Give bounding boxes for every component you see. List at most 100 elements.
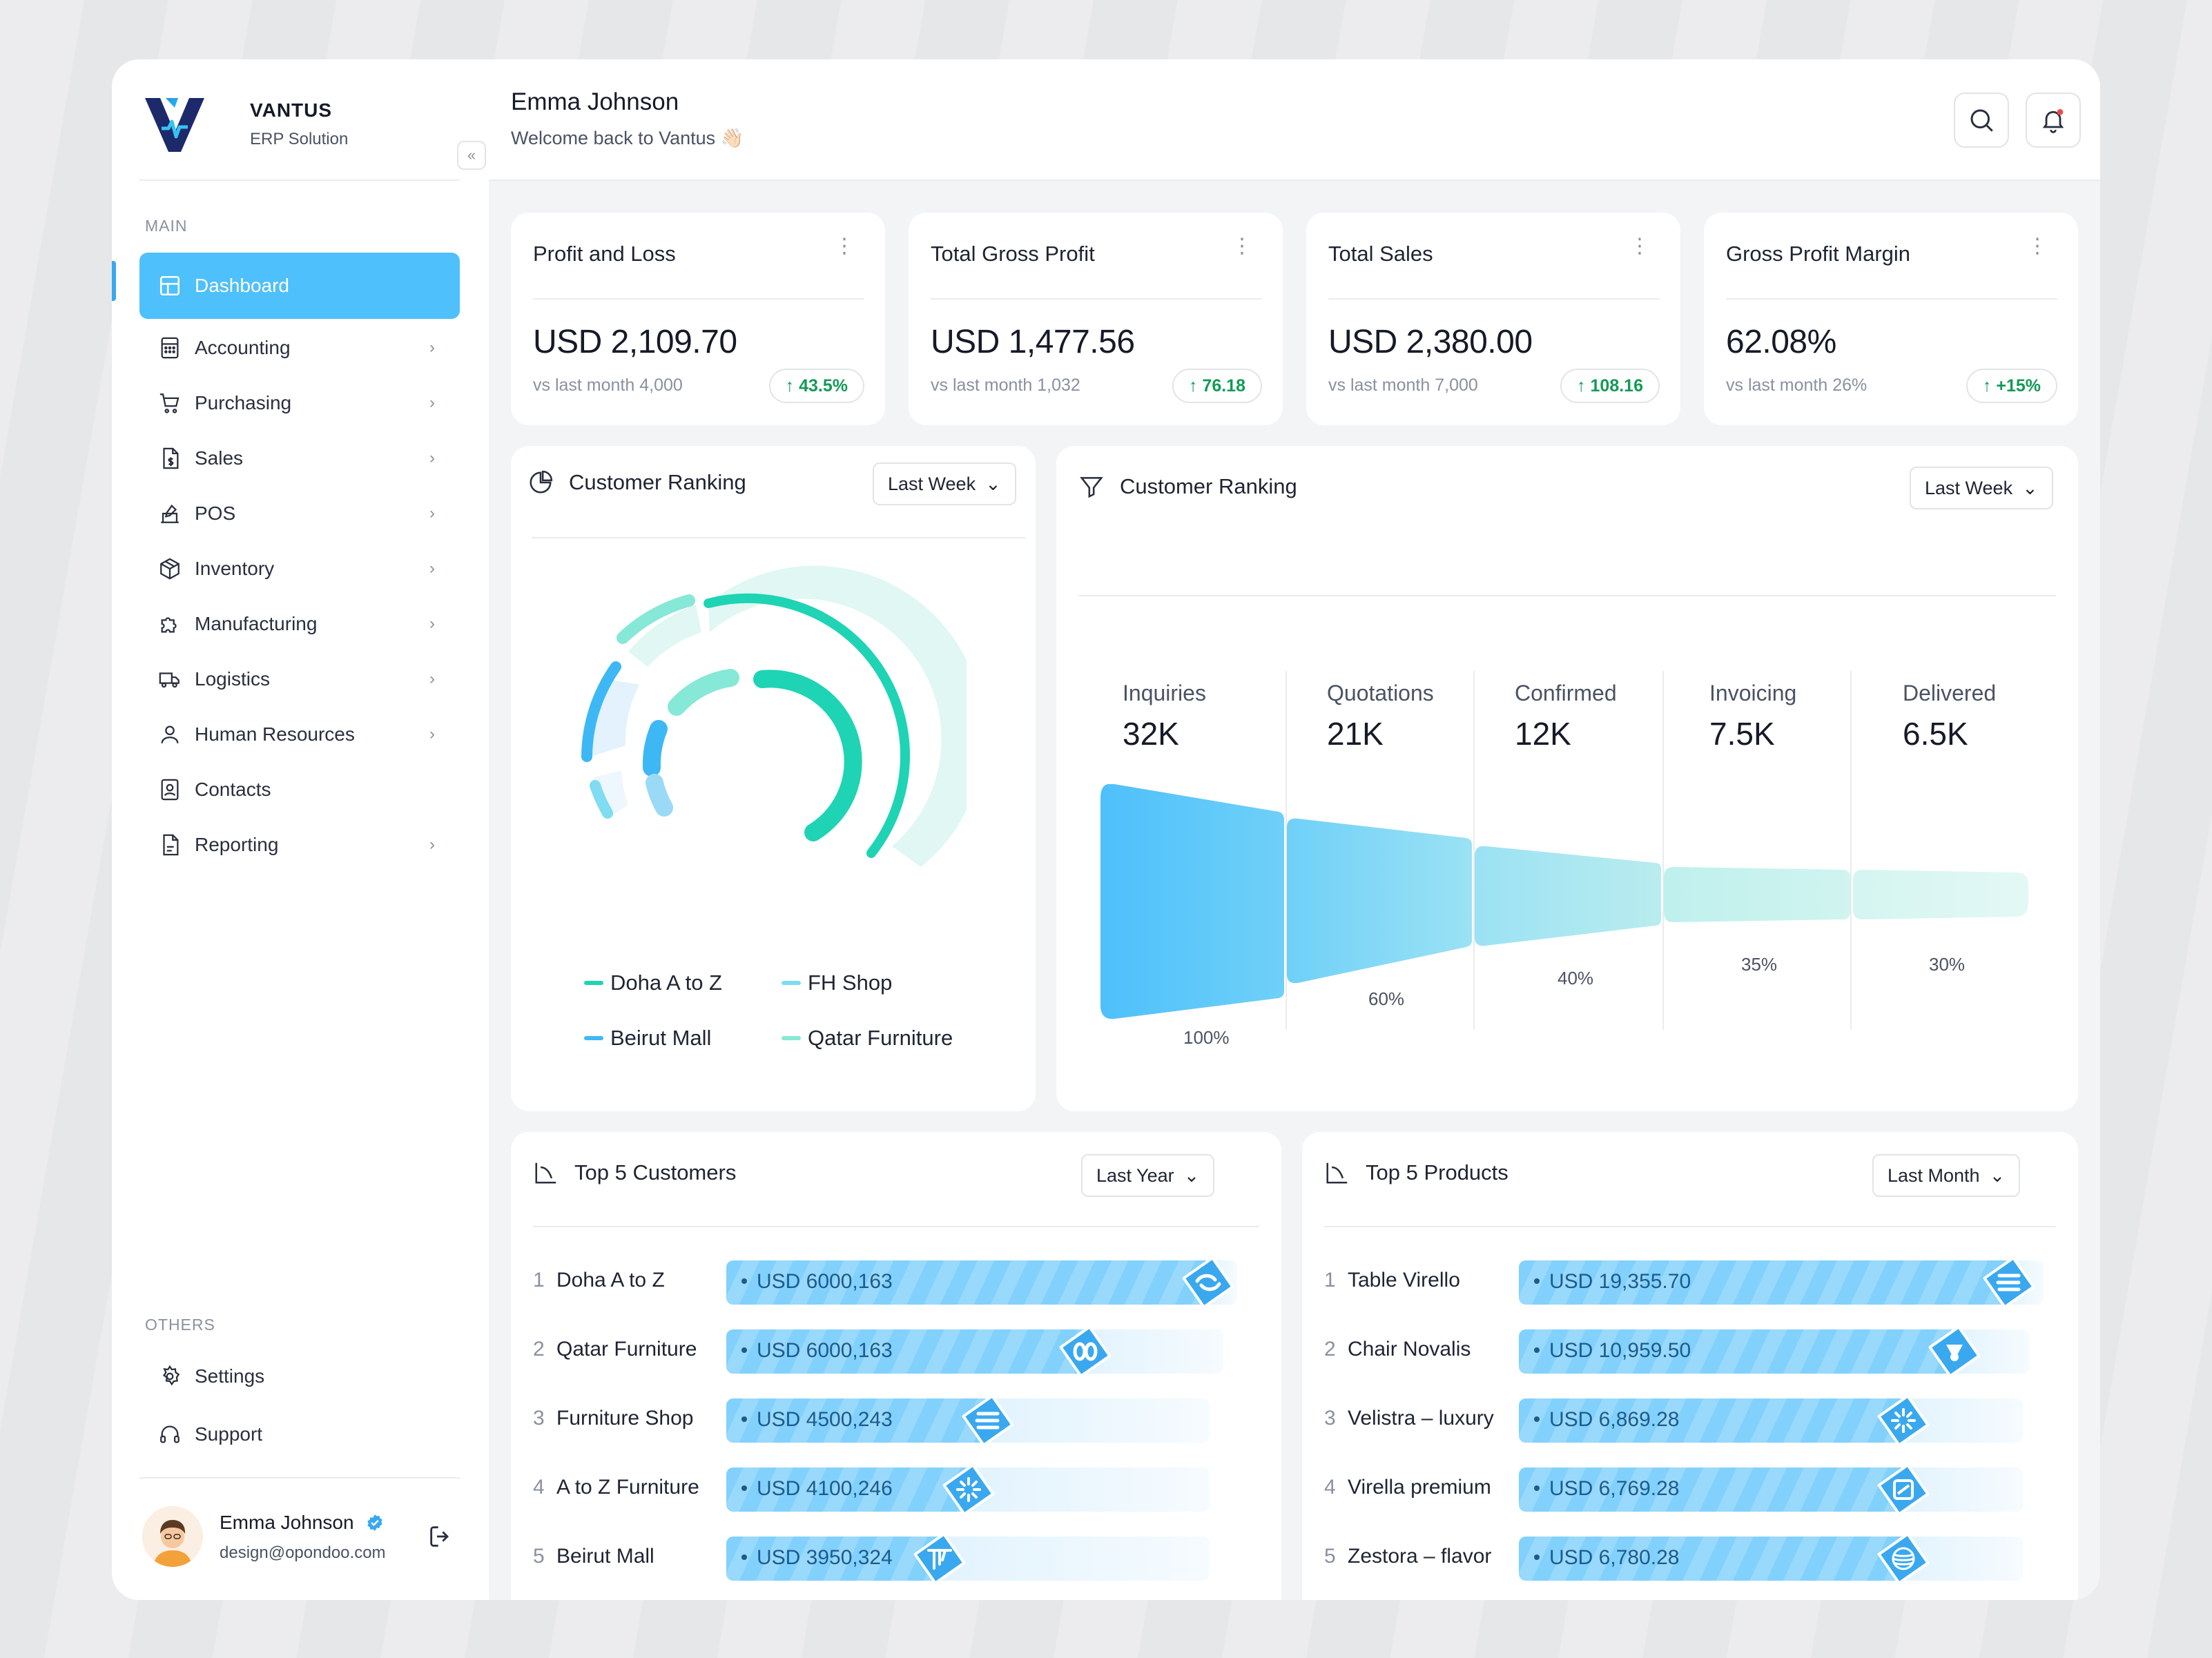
radial-segment-qatar-bg	[628, 605, 701, 667]
more-vertical-icon[interactable]: ⋮	[2027, 235, 2048, 257]
truck-icon	[157, 667, 182, 692]
radial-segment-qatar	[617, 594, 695, 644]
period-dropdown[interactable]: Last Year ⌄	[1081, 1154, 1215, 1197]
funnel-separator	[1473, 671, 1475, 1030]
rank-name: Zestora – flavor	[1348, 1545, 1492, 1568]
legend-swatch	[584, 1036, 603, 1040]
chevron-right-icon: ›	[429, 835, 435, 854]
sidebar-item-human-resources[interactable]: Human Resources ›	[139, 701, 460, 768]
rank-number: 1	[1324, 1269, 1336, 1291]
rank-bar: USD 6,769.28	[1519, 1463, 2023, 1516]
period-dropdown[interactable]: Last Month ⌄	[1872, 1154, 2021, 1197]
legend-label: Qatar Furniture	[808, 1026, 953, 1050]
customer-logo-icon	[913, 1532, 966, 1585]
logout-icon[interactable]	[427, 1523, 454, 1550]
sidebar-item-reporting[interactable]: Reporting ›	[139, 812, 460, 878]
collapse-sidebar-button[interactable]: «	[457, 141, 486, 170]
sidebar-item-logistics[interactable]: Logistics ›	[139, 646, 460, 712]
sidebar-item-inventory[interactable]: Inventory ›	[139, 536, 460, 602]
rank-amount: USD 6,780.28	[1534, 1546, 1679, 1570]
funnel-stage-label: Confirmed	[1515, 681, 1617, 705]
funnel-stage-value: 12K	[1515, 716, 1571, 752]
grid-icon	[157, 273, 182, 298]
funnel-separator	[1850, 671, 1852, 1030]
sidebar-item-purchasing[interactable]: Purchasing ›	[139, 370, 460, 436]
rank-amount: USD 6,769.28	[1534, 1477, 1679, 1501]
vantus-logo-icon	[145, 98, 204, 152]
dropdown-value: Last Week	[888, 473, 976, 494]
trend-chart-icon	[1326, 1162, 1348, 1184]
sidebar-item-settings[interactable]: Settings	[139, 1343, 460, 1410]
pie-chart-icon	[530, 470, 553, 494]
sidebar-item-pos[interactable]: POS ›	[139, 480, 460, 547]
more-vertical-icon[interactable]: ⋮	[1232, 235, 1252, 257]
kpi-change-badge: ↑ +15%	[1966, 369, 2057, 403]
puzzle-icon	[157, 612, 182, 636]
kpi-title: Gross Profit Margin	[1726, 242, 1911, 266]
radial-inner-qatar	[668, 669, 739, 716]
rank-bar-track	[940, 1537, 1210, 1581]
rank-amount: USD 4100,246	[741, 1477, 893, 1501]
sidebar-item-label: Settings	[195, 1365, 265, 1387]
radial-inner-beirut	[642, 720, 668, 777]
sidebar-item-manufacturing[interactable]: Manufacturing ›	[139, 591, 460, 657]
funnel-separator	[1286, 671, 1287, 1030]
headset-icon	[157, 1422, 182, 1447]
sidebar-item-sales[interactable]: Sales ›	[139, 425, 460, 491]
radial-inner-doha	[753, 670, 862, 841]
legend-item-doha: Doha A to Z	[584, 971, 722, 995]
radial-inner-fh	[646, 774, 673, 817]
section-label-others: OTHERS	[145, 1316, 215, 1334]
card-title: Top 5 Customers	[533, 1160, 736, 1186]
chevron-right-icon: ›	[429, 338, 435, 357]
chevron-right-icon: ›	[429, 504, 435, 523]
sidebar-item-label: Human Resources	[195, 723, 355, 745]
customer-logo-icon	[1059, 1325, 1112, 1378]
funnel-stage-pct: 30%	[1929, 954, 1966, 975]
funnel-stage-pct: 100%	[1183, 1027, 1230, 1048]
filter-icon	[1080, 477, 1103, 498]
kpi-title: Total Gross Profit	[931, 242, 1095, 266]
kpi-previous: vs last month 4,000	[533, 376, 683, 395]
chevron-down-icon: ⌄	[1989, 1164, 2006, 1186]
period-dropdown[interactable]: Last Week ⌄	[1910, 467, 2053, 509]
sidebar-divider	[139, 1477, 460, 1479]
search-button[interactable]	[1954, 92, 2009, 148]
rank-name: Chair Novalis	[1348, 1338, 1471, 1360]
rank-number: 4	[533, 1476, 545, 1499]
kpi-card-gross-margin: Gross Profit Margin ⋮ 62.08% vs last mon…	[1704, 213, 2078, 425]
sidebar-item-accounting[interactable]: Accounting ›	[139, 315, 460, 381]
search-icon	[1970, 109, 1993, 132]
sidebar-item-contacts[interactable]: Contacts	[139, 757, 460, 823]
kpi-previous: vs last month 7,000	[1328, 376, 1478, 395]
sidebar-item-label: Reporting	[195, 834, 279, 855]
funnel-stage-label: Delivered	[1903, 681, 1997, 705]
rank-bar: USD 4500,243	[726, 1394, 1210, 1447]
notifications-button[interactable]	[2026, 92, 2081, 148]
product-logo-icon	[1928, 1325, 1981, 1378]
legend-label: FH Shop	[808, 971, 893, 995]
legend-item-fh-shop: FH Shop	[782, 971, 892, 995]
bell-icon	[2042, 109, 2064, 133]
card-title-text: Top 5 Customers	[574, 1160, 737, 1184]
period-dropdown[interactable]: Last Week ⌄	[873, 462, 1016, 505]
user-profile[interactable]: Emma Johnson design@opondoo.com	[142, 1502, 460, 1578]
user-name-text: Emma Johnson	[220, 1512, 354, 1533]
kpi-value: USD 2,109.70	[533, 324, 737, 360]
more-vertical-icon[interactable]: ⋮	[834, 235, 855, 257]
brand-subtitle: ERP Solution	[250, 130, 349, 148]
funnel-stage-value: 32K	[1123, 716, 1179, 752]
card-divider	[533, 1226, 1259, 1227]
more-vertical-icon[interactable]: ⋮	[1629, 235, 1650, 257]
app-window: VANTUS ERP Solution « MAIN Dashboard Acc…	[112, 59, 2100, 1600]
sidebar-item-support[interactable]: Support	[139, 1401, 460, 1467]
rank-amount: USD 4500,243	[741, 1408, 893, 1432]
funnel-bar-confirmed	[1475, 846, 1661, 946]
card-title: Customer Ranking	[1078, 474, 1297, 500]
kpi-divider	[533, 298, 864, 300]
sidebar-item-label: Logistics	[195, 668, 270, 690]
sidebar-item-dashboard[interactable]: Dashboard	[139, 253, 460, 319]
kpi-change-badge: ↑ 76.18	[1172, 369, 1262, 403]
customer-ranking-radial-card: Customer Ranking Last Week ⌄	[511, 446, 1036, 1111]
sidebar-item-label: Inventory	[195, 558, 275, 579]
